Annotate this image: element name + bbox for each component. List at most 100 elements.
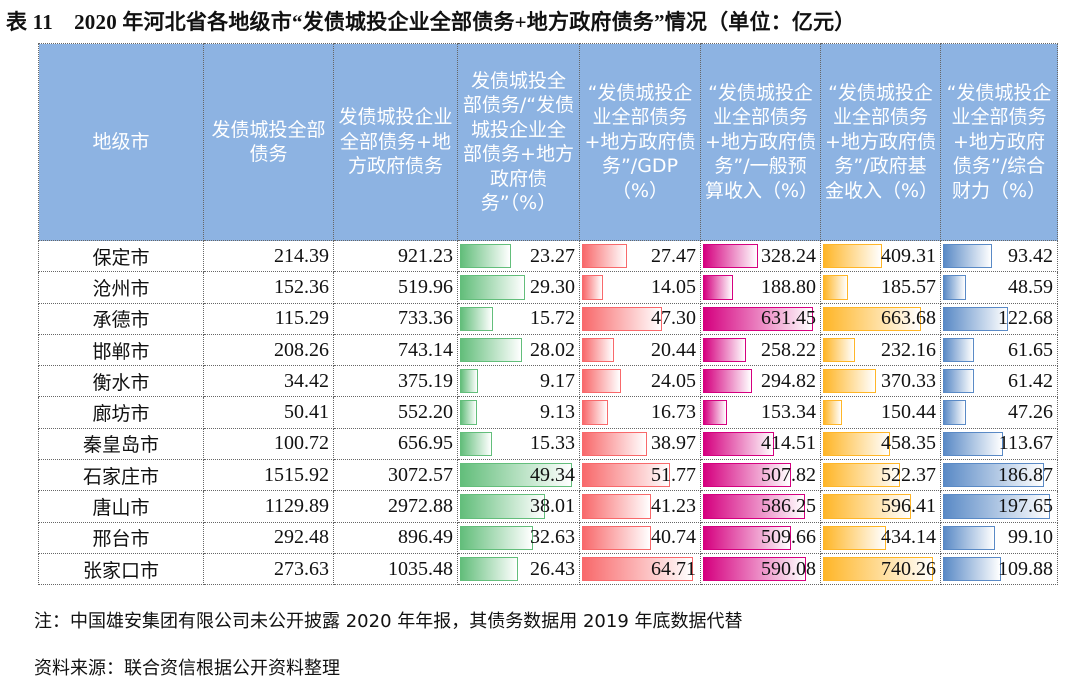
data-bar (943, 463, 1045, 488)
cell-value: 28.02 (530, 338, 575, 361)
cell-value: 41.23 (651, 495, 696, 518)
cell-value: 109.88 (998, 557, 1053, 580)
data-bar (823, 369, 877, 394)
cell-value: 49.34 (530, 463, 575, 486)
cell-value: 152.36 (274, 275, 329, 298)
data-bar (943, 337, 974, 363)
data-bar (703, 463, 791, 488)
cell-value: 1129.89 (264, 495, 329, 518)
cell-value: 458.35 (881, 432, 936, 455)
table-row: 邢台市 292.48 896.49 32.63 40.74 509.66 434.14 99.… (38, 521, 1058, 554)
city-cell: 张家口市 (38, 552, 204, 586)
city-cell: 唐山市 (38, 490, 204, 523)
value-cell: 188.80 (700, 271, 821, 304)
value-cell: 294.82 (700, 365, 821, 398)
cell-value: 9.13 (540, 401, 575, 424)
data-bar (823, 431, 890, 457)
data-bar (460, 337, 522, 363)
value-cell: 1129.89 (203, 490, 334, 523)
data-bar (460, 400, 478, 425)
value-cell: 27.47 (579, 239, 701, 273)
data-bar (582, 494, 652, 519)
value-cell: 23.27 (457, 239, 580, 273)
cell-value: 375.19 (398, 369, 453, 392)
value-cell: 15.33 (457, 427, 580, 461)
value-cell: 631.45 (700, 302, 821, 335)
city-cell: 石家庄市 (38, 459, 204, 492)
table-row: 廊坊市 50.41 552.20 9.13 16.73 153.34 150.44 47.26 (38, 396, 1058, 429)
data-bar (703, 275, 734, 300)
data-bar (582, 275, 603, 300)
value-cell: 49.34 (457, 459, 580, 492)
value-cell: 38.01 (457, 490, 580, 523)
value-cell: 208.26 (203, 333, 334, 367)
data-bar (823, 275, 848, 300)
data-bar (823, 337, 855, 363)
value-cell: 656.95 (333, 427, 458, 461)
cell-value: 414.51 (761, 432, 816, 455)
data-bar (582, 306, 663, 331)
data-bar (943, 400, 966, 425)
cell-value: 9.17 (540, 369, 575, 392)
city-cell: 衡水市 (38, 365, 204, 398)
value-cell: 3072.57 (333, 459, 458, 492)
value-cell: 9.17 (457, 365, 580, 398)
cell-value: 188.80 (761, 275, 816, 298)
data-bar (943, 525, 995, 550)
data-bar (703, 306, 814, 331)
data-bar (460, 244, 511, 269)
data-bar (943, 431, 1004, 457)
data-bar (943, 556, 1001, 582)
value-cell: 232.16 (820, 333, 941, 367)
value-cell: 50.41 (203, 396, 334, 429)
table-row: 邯郸市 208.26 743.14 28.02 20.44 258.22 232.16 61.… (38, 333, 1058, 367)
value-cell: 434.14 (820, 521, 941, 554)
value-cell: 64.71 (579, 552, 701, 586)
value-cell: 113.67 (940, 427, 1058, 461)
debt-table: 地级市 发债城投全部债务 发债城投企业全部债务+地方政府债务 发债城投全部债务/“发债… (38, 43, 1058, 586)
cell-value: 186.87 (998, 463, 1053, 486)
value-cell: 153.34 (700, 396, 821, 429)
data-bar (703, 244, 759, 269)
column-header: 发债城投全部债务 (203, 43, 334, 241)
table-row: 张家口市 273.63 1035.48 26.43 64.71 590.08 740.26 1… (38, 552, 1058, 586)
data-bar (703, 400, 727, 425)
cell-value: 507.82 (761, 463, 816, 486)
value-cell: 15.72 (457, 302, 580, 335)
cell-value: 3072.57 (388, 463, 453, 486)
cell-value: 115.29 (274, 307, 329, 330)
cell-value: 122.68 (998, 307, 1053, 330)
city-cell: 邯郸市 (38, 333, 204, 367)
value-cell: 409.31 (820, 239, 941, 273)
value-cell: 26.43 (457, 552, 580, 586)
value-cell: 328.24 (700, 239, 821, 273)
cell-value: 273.63 (274, 557, 329, 580)
cell-value: 1515.92 (264, 463, 329, 486)
city-cell: 秦皇岛市 (38, 427, 204, 461)
cell-value: 522.37 (881, 463, 936, 486)
column-header: “发债城投企业全部债务+地方政府债务”/GDP（%） (579, 43, 701, 241)
value-cell: 122.68 (940, 302, 1058, 335)
value-cell: 34.42 (203, 365, 334, 398)
data-bar (582, 337, 615, 363)
data-bar (582, 400, 608, 425)
cell-value: 14.05 (651, 275, 696, 298)
cell-value: 99.10 (1008, 526, 1053, 549)
data-bar (703, 337, 746, 363)
data-bar (943, 494, 1051, 519)
value-cell: 41.23 (579, 490, 701, 523)
column-header: 地级市 (38, 43, 204, 241)
value-cell: 109.88 (940, 552, 1058, 586)
source-note: 资料来源：联合资信根据公开资料整理 (34, 658, 340, 679)
data-bar (703, 431, 774, 457)
cell-value: 15.72 (530, 307, 575, 330)
data-bar (582, 525, 651, 550)
value-cell: 47.30 (579, 302, 701, 335)
value-cell: 14.05 (579, 271, 701, 304)
cell-value: 631.45 (761, 307, 816, 330)
data-bar (823, 306, 922, 331)
cell-value: 20.44 (651, 338, 696, 361)
value-cell: 93.42 (940, 239, 1058, 273)
value-cell: 1515.92 (203, 459, 334, 492)
value-cell: 99.10 (940, 521, 1058, 554)
